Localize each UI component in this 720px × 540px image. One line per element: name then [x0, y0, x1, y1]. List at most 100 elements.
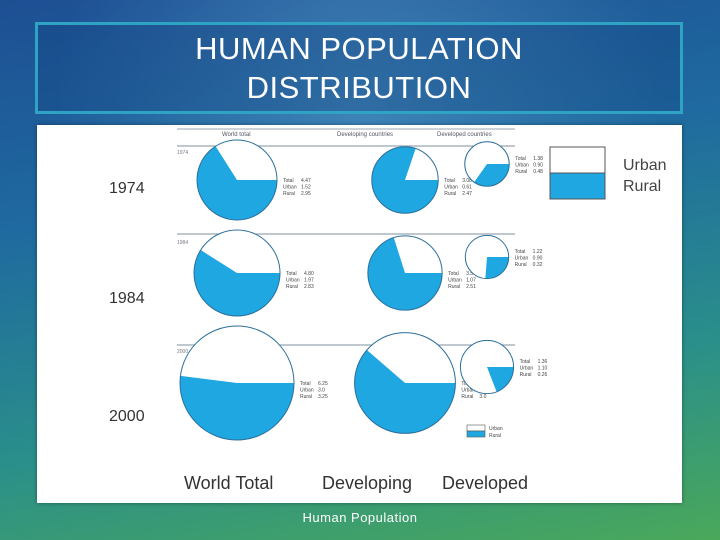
value-label-name: Urban [444, 185, 458, 191]
pie-outline [367, 235, 443, 311]
value-label-number: 2.51 [466, 284, 476, 290]
value-label-name: Total [520, 359, 531, 365]
pie-slice-rural [367, 237, 443, 311]
value-label-name: Urban [515, 163, 529, 169]
value-label-name: Urban [461, 388, 475, 394]
value-label-name: Rural [515, 169, 527, 175]
population-pie-chart: World total Developing countries Developed… [109, 128, 667, 493]
pie-slice-rural [371, 146, 439, 214]
value-label-number: 4.80 [304, 271, 314, 277]
value-label-number: 0.26 [538, 372, 548, 378]
value-label-number: 0.61 [462, 185, 472, 191]
pie-slice-urban [215, 139, 277, 180]
pie-slice-urban [180, 326, 294, 383]
value-label-name: Rural [461, 394, 473, 400]
pie-slice-urban [460, 340, 514, 394]
legend-swatch-rural [549, 172, 606, 200]
value-label-number: 3.25 [318, 394, 328, 400]
value-label-number: 3.0 [318, 388, 325, 394]
value-label-name: Urban [286, 278, 300, 284]
value-label-name: Rural [448, 284, 460, 290]
pie-slice-rural [485, 257, 509, 279]
legend-label-rural: Rural [623, 178, 661, 195]
pie-slice-urban [464, 141, 510, 183]
pie-outline [371, 146, 439, 214]
value-label-number: 2.95 [301, 191, 311, 197]
bottom-category-label: Developed [442, 473, 528, 493]
year-label: 1984 [109, 290, 145, 307]
small-legend-swatch-urban [466, 424, 486, 432]
pie-outline [464, 234, 510, 280]
value-label-number: 0.90 [533, 163, 543, 169]
value-label-number: 1.10 [538, 366, 548, 372]
pie-slice-rural [474, 164, 510, 187]
value-label-number: 0.32 [533, 262, 543, 268]
value-label-name: Urban [283, 185, 297, 191]
small-legend-label-rural: Rural [489, 433, 501, 439]
value-label-number: 3.58 [466, 271, 476, 277]
year-label: 1974 [109, 180, 145, 197]
value-label-name: Urban [300, 388, 314, 394]
value-label-number: 0.48 [533, 169, 543, 175]
bottom-category-label: Developing [322, 473, 412, 493]
pie-slice-rural [196, 146, 277, 220]
legend-label-urban: Urban [623, 157, 667, 174]
value-label-number: 3.0 [479, 394, 486, 400]
pie-outline [179, 325, 295, 441]
pie-outline [459, 339, 515, 395]
pie-slice-urban [200, 229, 280, 273]
value-label-number: 1.38 [533, 156, 543, 162]
row-year-tag: 1984 [177, 240, 188, 246]
title-box: HUMAN POPULATION DISTRIBUTION [35, 22, 683, 114]
small-legend-swatch-rural [466, 430, 486, 438]
pie-slice-rural [487, 367, 514, 392]
value-label-number: 1.52 [301, 185, 311, 191]
value-label-name: Urban [448, 278, 462, 284]
population-figure: World total Developing countries Developed… [37, 125, 682, 503]
value-label-name: Rural [300, 394, 312, 400]
value-label-name: Total [515, 249, 526, 255]
pie-slice-rural [194, 250, 280, 316]
value-label-number: 6.25 [318, 381, 328, 387]
bottom-category-label: World Total [184, 473, 273, 493]
row-year-tag: 1974 [177, 150, 188, 156]
value-label-name: Total [448, 271, 459, 277]
small-legend-label-urban: Urban [489, 426, 503, 432]
row-year-tag: 2000 [177, 349, 188, 355]
value-label-number: 1.22 [533, 249, 543, 255]
pie-outline [196, 139, 278, 221]
column-header: World total [222, 132, 251, 138]
value-label-name: Rural [520, 372, 532, 378]
value-label-name: Total [300, 381, 311, 387]
value-label-name: Total [444, 178, 455, 184]
pie-slice-urban [405, 148, 439, 180]
value-label-name: Rural [444, 191, 456, 197]
value-label-name: Rural [515, 262, 527, 268]
value-label-name: Total [286, 271, 297, 277]
pie-outline [464, 141, 510, 187]
value-label-name: Total [283, 178, 294, 184]
value-label-name: Rural [283, 191, 295, 197]
value-label-number: 1.36 [538, 359, 548, 365]
slide-title: HUMAN POPULATION DISTRIBUTION [195, 31, 523, 105]
value-label-number: 3.08 [462, 178, 472, 184]
pie-slice-urban [465, 235, 509, 279]
value-label-name: Total [515, 156, 526, 162]
value-label-number: 2.47 [462, 191, 472, 197]
value-label-number: 1.97 [304, 278, 314, 284]
slide-footer: Human Population [302, 510, 418, 525]
year-label: 2000 [109, 408, 145, 425]
value-label-name: Urban [515, 256, 529, 262]
value-label-name: Rural [286, 284, 298, 290]
pie-outline [193, 229, 281, 317]
value-label-number: 1.07 [466, 278, 476, 284]
pie-slice-urban [393, 235, 443, 273]
column-header: Developing countries [337, 132, 393, 138]
pie-outline [354, 332, 456, 434]
value-label-number: 4.47 [301, 178, 311, 184]
pie-slice-urban [366, 332, 456, 383]
value-label-number: 2.83 [304, 284, 314, 290]
value-label-number: 0.90 [533, 256, 543, 262]
legend-swatch-urban [549, 146, 606, 174]
pie-slice-rural [180, 375, 294, 441]
